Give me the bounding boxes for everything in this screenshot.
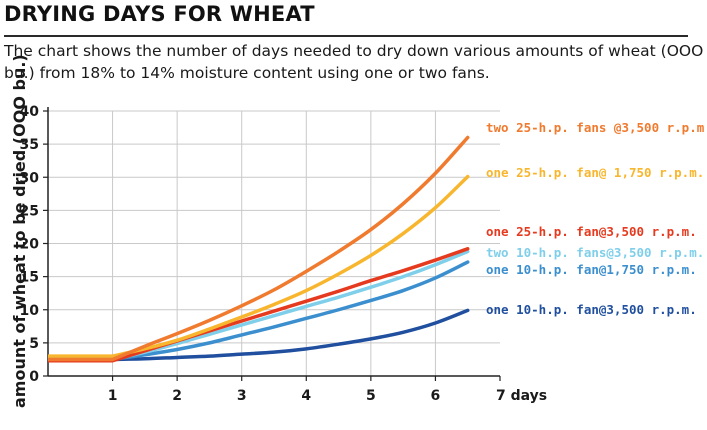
x-tick-label: 2 — [172, 388, 182, 404]
x-tick-label: 5 — [366, 388, 376, 404]
series-line — [110, 174, 470, 358]
legend-label: one 10-h.p. fan@1,750 r.p.m. — [486, 262, 697, 277]
y-tick-label: 25 — [20, 203, 39, 219]
series-lines — [48, 135, 470, 363]
y-tick-label: 40 — [20, 104, 40, 120]
series-line — [110, 260, 470, 362]
chart-title: DRYING DAYS FOR WHEAT — [4, 2, 315, 26]
x-tick-label: 3 — [237, 388, 247, 404]
series-line — [110, 249, 470, 362]
y-tick-label: 0 — [29, 369, 39, 385]
tick-labels: 0 5 10 15 20 25 30 35 40 1 2 3 4 5 6 7 days — [20, 104, 548, 404]
legend: two 25-h.p. fans @3,500 r.p.m. one 25-h.p… — [486, 120, 707, 317]
y-tick-label: 5 — [29, 336, 39, 352]
legend-label: one 25-h.p. fan@3,500 r.p.m. — [486, 224, 697, 239]
legend-label: one 10-h.p. fan@3,500 r.p.m. — [486, 302, 697, 317]
y-tick-label: 20 — [20, 237, 40, 253]
y-tick-label: 15 — [20, 270, 39, 286]
series-line — [110, 308, 470, 362]
x-tick-label: 7 days — [496, 388, 547, 404]
y-axis-label: amount of wheat to be dried (OOO bu.) — [10, 54, 29, 408]
chart-subtitle: The chart shows the number of days neede… — [4, 42, 704, 82]
x-tick-label: 1 — [108, 388, 118, 404]
series-line — [110, 135, 470, 362]
axes — [43, 107, 501, 381]
x-tick-label: 6 — [431, 388, 441, 404]
legend-label: one 25-h.p. fan@ 1,750 r.p.m. — [486, 165, 704, 180]
grid — [48, 110, 500, 376]
legend-label: two 10-h.p. fans@3,500 r.p.m. — [486, 245, 704, 260]
title-rule — [4, 35, 688, 37]
y-tick-label: 10 — [20, 303, 40, 319]
x-tick-label: 4 — [301, 388, 311, 404]
y-tick-label: 35 — [20, 137, 39, 153]
y-tick-label: 30 — [20, 170, 40, 186]
legend-label: two 25-h.p. fans @3,500 r.p.m. — [486, 120, 707, 135]
